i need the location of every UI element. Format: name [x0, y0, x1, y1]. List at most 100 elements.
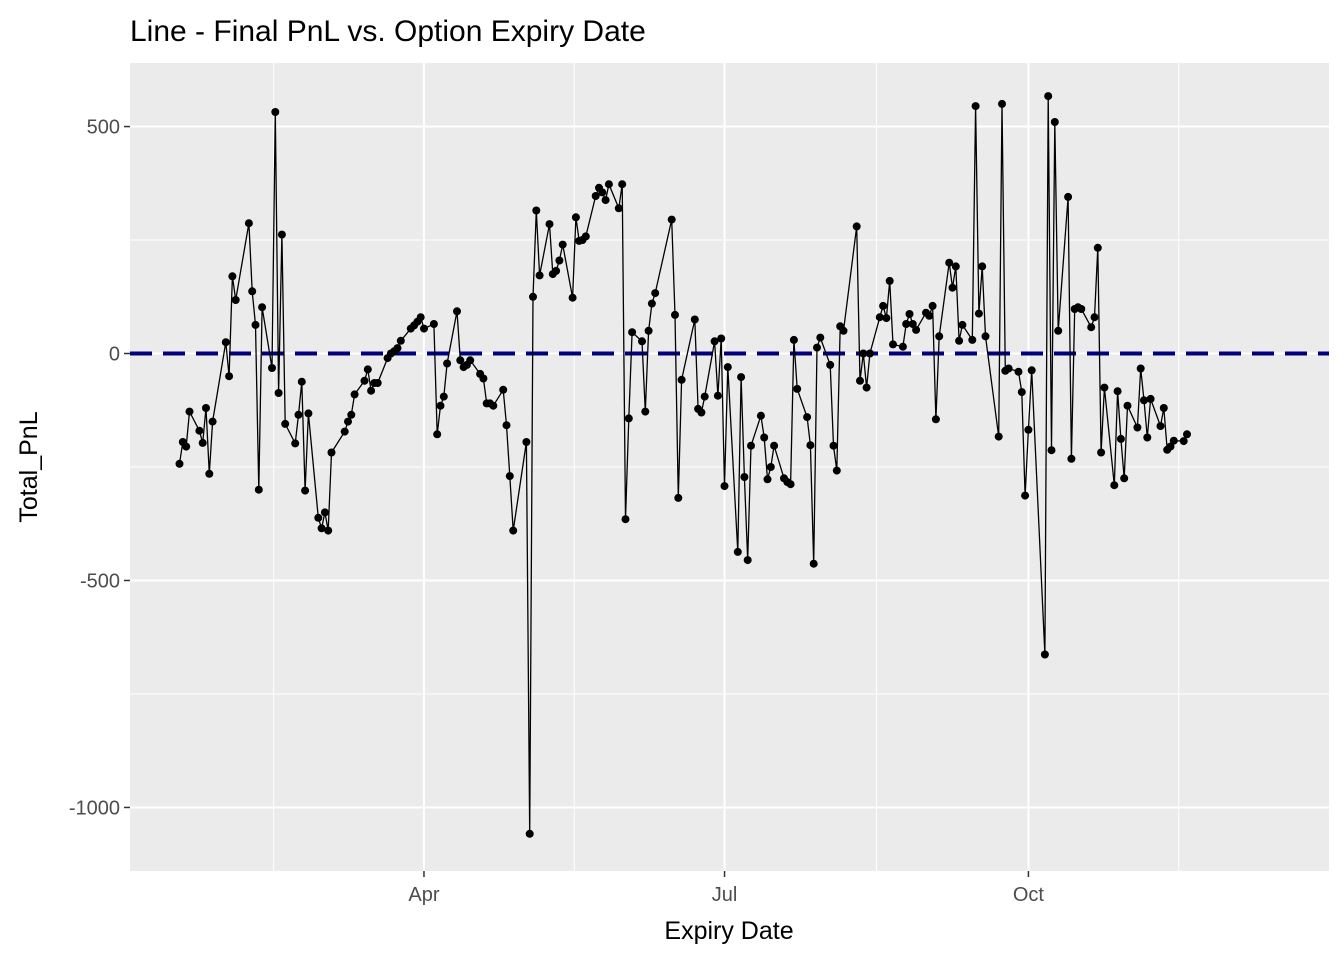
data-point [251, 320, 260, 329]
data-point [489, 401, 498, 410]
data-point [928, 301, 937, 310]
data-point [1047, 446, 1056, 455]
data-point [931, 415, 940, 424]
data-point [529, 292, 537, 301]
data-point [277, 230, 286, 239]
data-point [1100, 383, 1109, 392]
data-point [297, 377, 306, 386]
data-point [968, 335, 977, 344]
data-point [340, 427, 349, 436]
data-point [396, 336, 405, 345]
data-point [1064, 192, 1073, 201]
data-point [443, 359, 452, 368]
data-point [525, 829, 534, 838]
data-point [1021, 491, 1030, 500]
data-point [786, 480, 795, 489]
data-point [614, 204, 623, 213]
data-point [291, 439, 300, 448]
data-point [813, 343, 821, 352]
data-point [1133, 423, 1142, 432]
data-point [1116, 434, 1125, 443]
data-point [1044, 92, 1053, 101]
data-point [479, 374, 488, 383]
data-point [902, 320, 911, 328]
x-axis-ticks: Apr Jul Oct [408, 871, 1044, 906]
data-point [175, 459, 184, 468]
data-point [281, 419, 290, 428]
data-point [743, 556, 752, 565]
data-point [522, 438, 531, 446]
data-point [1054, 326, 1063, 335]
data-point [571, 213, 580, 222]
data-point [770, 441, 779, 450]
data-point [225, 372, 234, 381]
data-point [760, 433, 769, 442]
data-point [314, 513, 323, 522]
data-point [713, 391, 722, 400]
data-point [647, 299, 656, 308]
data-point [1014, 367, 1023, 376]
data-point [1146, 394, 1155, 403]
data-point [710, 337, 719, 346]
data-point [420, 324, 428, 333]
y-axis-ticks: 500 0 -500 -1000 [69, 117, 130, 819]
data-point [955, 336, 964, 345]
data-point [604, 180, 613, 189]
data-point [545, 220, 554, 229]
data-point [182, 442, 191, 451]
data-point [839, 326, 848, 335]
minor-gridlines [130, 63, 1329, 871]
data-point [737, 373, 746, 382]
x-tick-label: Apr [408, 884, 439, 906]
data-point [208, 417, 217, 426]
data-point [254, 485, 263, 494]
data-point [1156, 422, 1165, 431]
data-point [667, 215, 676, 224]
data-point [509, 526, 518, 535]
data-point [1120, 474, 1129, 483]
data-point [644, 326, 653, 335]
x-axis-title: Expiry Date [664, 917, 793, 945]
data-point [532, 206, 541, 215]
data-point [320, 508, 329, 517]
data-point [618, 180, 627, 189]
data-point [1087, 323, 1096, 332]
data-point [1113, 387, 1122, 396]
data-point [344, 417, 352, 426]
data-point [994, 432, 1003, 441]
data-point [327, 448, 336, 457]
y-tick-label: 0 [109, 344, 120, 366]
data-point [347, 410, 356, 419]
data-point [568, 293, 577, 302]
data-point [360, 376, 369, 385]
data-point [974, 309, 983, 318]
data-point [429, 320, 438, 328]
data-point [1110, 481, 1119, 490]
data-point [879, 301, 888, 310]
series-points-group [175, 92, 1191, 838]
data-point [367, 386, 376, 395]
data-point [317, 524, 326, 533]
data-point [638, 337, 646, 346]
data-point [231, 296, 240, 304]
data-point [1040, 650, 1049, 659]
data-point [720, 482, 729, 491]
data-point [1166, 442, 1175, 451]
data-point [690, 315, 699, 324]
data-point [1169, 436, 1178, 445]
data-point [294, 410, 303, 419]
data-point [793, 384, 802, 393]
data-point [274, 389, 283, 397]
data-point [747, 441, 755, 450]
data-point [416, 313, 425, 322]
data-point [628, 328, 637, 337]
data-point [882, 314, 891, 323]
data-point [195, 426, 204, 435]
data-point [816, 333, 825, 342]
x-tick-label: Jul [712, 884, 738, 906]
data-point [324, 526, 333, 535]
data-point [674, 493, 683, 502]
data-point [951, 262, 960, 271]
data-point [889, 340, 897, 349]
